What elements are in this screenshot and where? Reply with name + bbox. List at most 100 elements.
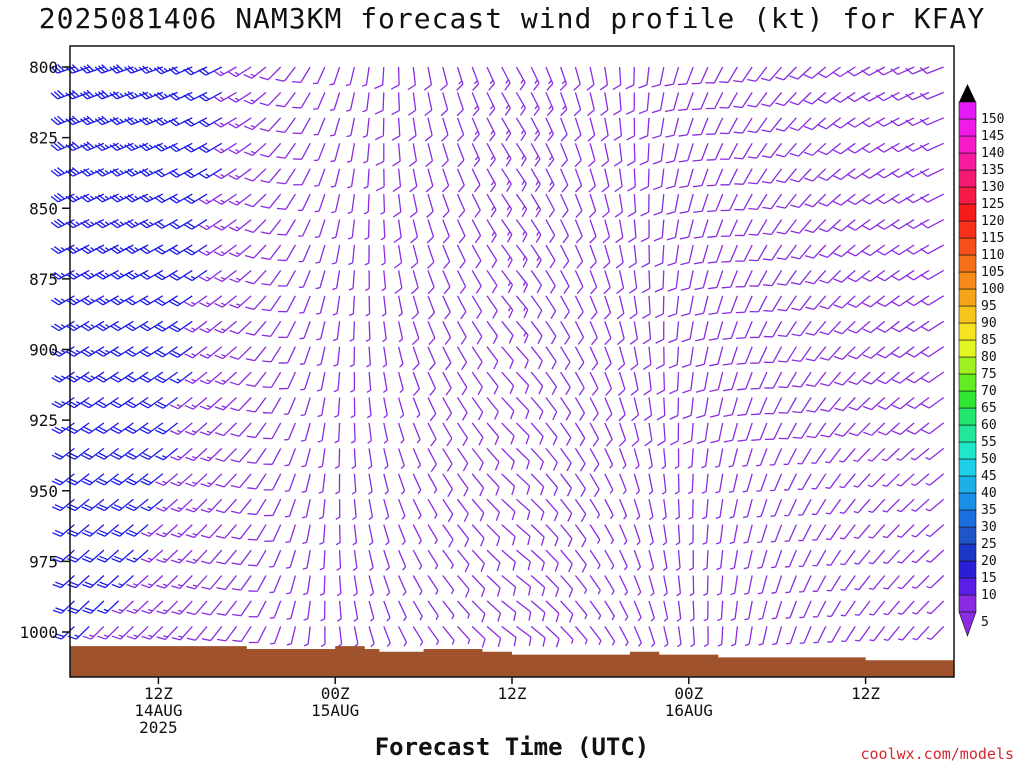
wind-barb <box>848 371 871 385</box>
wind-barb <box>383 600 391 622</box>
wind-barb <box>797 448 812 465</box>
x-tick-label: 12Z <box>851 684 880 703</box>
wind-barb <box>675 499 680 520</box>
wind-barb <box>501 117 512 142</box>
wind-barb <box>201 600 223 616</box>
colorbar-swatch <box>958 475 977 494</box>
colorbar-swatch <box>958 339 977 358</box>
wind-barb <box>627 168 636 192</box>
wind-barb <box>213 193 237 205</box>
wind-barb <box>139 346 164 358</box>
wind-barb <box>393 219 402 244</box>
wind-barb <box>747 92 768 108</box>
colorbar-label: 110 <box>981 248 1004 263</box>
wind-barb <box>559 66 568 91</box>
wind-barb <box>185 498 208 513</box>
wind-barb <box>545 600 560 623</box>
wind-barb <box>285 549 297 569</box>
wind-barb <box>110 447 134 460</box>
wind-barb <box>199 320 223 334</box>
wind-barb <box>183 193 208 204</box>
wind-barb <box>398 575 407 596</box>
colorbar-label: 80 <box>981 350 997 365</box>
wind-barb <box>599 66 609 91</box>
wind-barb <box>81 498 105 512</box>
colorbar-label: 25 <box>981 537 997 552</box>
colorbar-label: 60 <box>981 418 997 433</box>
wind-barb <box>412 549 423 571</box>
wind-barb <box>813 626 827 644</box>
wind-barb <box>758 626 768 646</box>
credit-link[interactable]: coolwx.com/models <box>860 745 1014 763</box>
wind-barb <box>318 448 326 469</box>
wind-barb <box>427 575 439 595</box>
wind-barb <box>80 269 105 280</box>
wind-barb <box>862 371 886 385</box>
wind-barb <box>530 295 543 319</box>
wind-barb <box>141 600 164 615</box>
wind-barb <box>757 549 768 569</box>
wind-barb <box>486 549 501 572</box>
wind-barb <box>501 473 516 496</box>
wind-barb <box>200 447 223 462</box>
wind-barb <box>315 270 326 290</box>
wind-barb <box>905 219 930 230</box>
colorbar-label: 50 <box>981 452 997 467</box>
wind-barb <box>853 447 871 463</box>
wind-barb <box>616 295 625 320</box>
wind-barb <box>819 269 842 284</box>
wind-barb <box>427 422 437 447</box>
wind-barb <box>456 448 469 472</box>
wind-barb <box>896 447 915 461</box>
wind-barb <box>758 600 768 620</box>
wind-barb <box>862 269 886 282</box>
colorbar-label: 45 <box>981 469 997 484</box>
wind-barb <box>154 269 178 281</box>
wind-barb <box>516 600 532 621</box>
y-tick-label: 975 <box>29 552 58 571</box>
wind-barb <box>784 498 797 517</box>
wind-barb <box>877 346 900 359</box>
wind-barb <box>231 524 252 540</box>
wind-barb <box>719 66 738 84</box>
wind-barb <box>259 117 282 132</box>
wind-barb <box>784 549 797 568</box>
wind-barb <box>722 346 739 366</box>
wind-barb <box>456 524 470 548</box>
colorbar-label: 30 <box>981 520 997 535</box>
wind-barb <box>155 498 179 512</box>
wind-barb <box>456 66 464 91</box>
x-tick-label: 2025 <box>139 718 178 737</box>
wind-barb <box>731 626 739 647</box>
wind-barb <box>560 397 572 421</box>
wind-barb <box>383 575 391 597</box>
wind-barb <box>314 219 326 239</box>
wind-barb <box>665 168 680 190</box>
wind-barb <box>818 142 842 156</box>
wind-barb <box>138 117 164 126</box>
wind-barb <box>442 600 455 620</box>
wind-barb <box>228 244 252 258</box>
wind-barb <box>95 447 119 460</box>
wind-barb <box>642 321 652 345</box>
wind-barb <box>198 244 223 256</box>
wind-barb <box>109 168 134 177</box>
wind-barb <box>229 320 252 335</box>
wind-barb <box>471 219 482 244</box>
wind-barb <box>545 346 557 370</box>
wind-barb <box>263 422 282 440</box>
wind-barb <box>589 575 601 595</box>
wind-barb <box>825 498 842 515</box>
wind-barb <box>515 244 528 268</box>
wind-barb <box>833 244 856 258</box>
wind-barb <box>456 498 469 522</box>
wind-barb <box>589 244 597 269</box>
wind-barb <box>317 422 326 443</box>
wind-barb <box>744 600 753 621</box>
wind-barb <box>642 295 651 319</box>
wind-barb <box>380 219 386 241</box>
wind-barb <box>368 473 373 495</box>
wind-barb <box>735 244 753 262</box>
wind-barb <box>140 498 164 512</box>
wind-barb <box>245 320 267 336</box>
